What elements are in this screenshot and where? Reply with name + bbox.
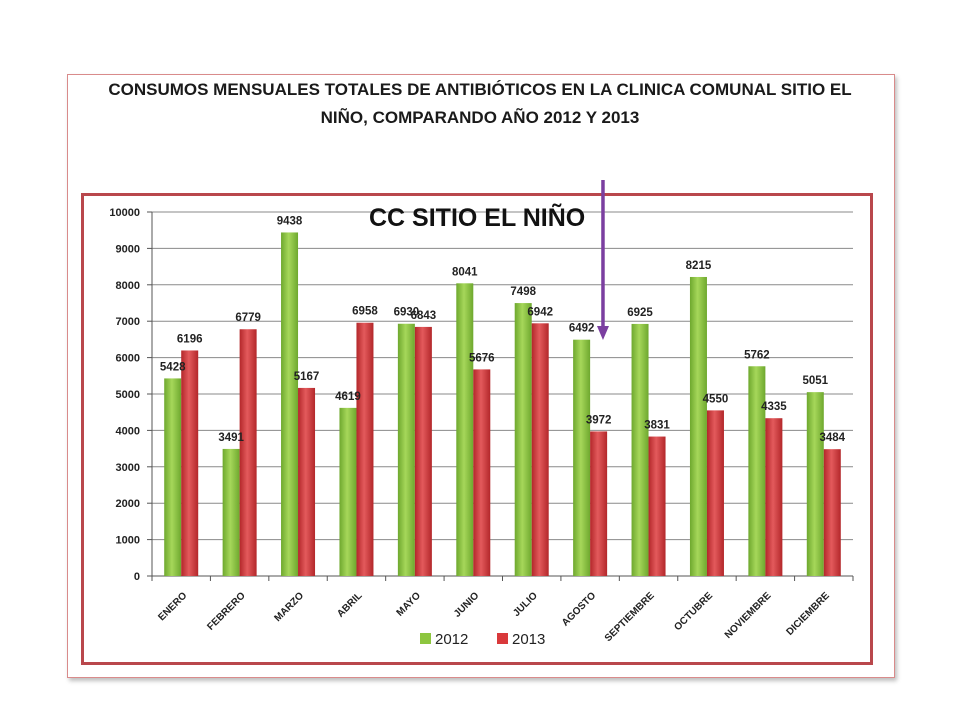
bar-2013-mayo: [414, 326, 432, 576]
data-label: 6779: [235, 312, 261, 324]
bar-2012-noviembre: [748, 366, 766, 576]
data-label: 5762: [744, 349, 770, 361]
bar-2012-diciembre: [806, 392, 824, 576]
bar-2012-abril: [339, 407, 357, 576]
data-label: 4619: [335, 391, 361, 403]
chart-title: CC SITIO EL NIÑO: [369, 202, 585, 232]
bar-2012-mayo: [397, 323, 415, 576]
data-label: 5051: [802, 375, 828, 387]
bar-2013-septiembre: [648, 436, 666, 576]
x-tick-label: MARZO: [272, 590, 306, 624]
data-label: 8041: [452, 266, 478, 278]
data-label: 5676: [469, 352, 495, 364]
bar-2013-abril: [356, 322, 374, 576]
x-tick-label: ABRIL: [335, 590, 364, 619]
data-label: 8215: [686, 260, 712, 272]
bar-2013-agosto: [590, 431, 608, 576]
bar-2013-junio: [473, 369, 491, 576]
legend-label-2013: 2013: [512, 631, 545, 648]
annotation-arrow-head: [596, 326, 609, 340]
slide-title: CONSUMOS MENSUALES TOTALES DE ANTIBIÓTIC…: [80, 76, 880, 132]
y-tick-label: 8000: [116, 280, 140, 292]
y-tick-label: 9000: [116, 243, 140, 255]
data-label: 7498: [510, 286, 536, 298]
data-label: 5428: [160, 361, 186, 373]
bar-2013-diciembre: [823, 449, 841, 576]
data-label: 3484: [819, 432, 845, 444]
y-tick-label: 2000: [116, 498, 140, 510]
x-tick-label: NOVIEMBRE: [723, 590, 774, 641]
data-label: 3491: [218, 432, 244, 444]
x-tick-label: JULIO: [511, 590, 540, 619]
bar-2012-septiembre: [631, 323, 649, 576]
x-tick-label: AGOSTO: [560, 590, 598, 628]
bar-2013-enero: [181, 350, 199, 576]
legend-swatch-2013: [497, 633, 508, 644]
x-tick-label: OCTUBRE: [672, 590, 715, 633]
x-tick-label: FEBRERO: [205, 590, 248, 633]
x-tick-label: JUNIO: [452, 590, 482, 620]
y-tick-label: 6000: [116, 353, 140, 365]
bar-2012-agosto: [573, 339, 591, 576]
y-tick-label: 3000: [116, 462, 140, 474]
bar-2013-febrero: [239, 329, 257, 576]
y-tick-label: 7000: [116, 316, 140, 328]
x-tick-label: DICIEMBRE: [784, 590, 832, 638]
x-tick-label: MAYO: [395, 590, 423, 618]
data-label: 3831: [644, 420, 670, 432]
x-tick-label: SEPTIEMBRE: [603, 590, 657, 644]
data-label: 6196: [177, 333, 203, 345]
bar-2012-enero: [164, 378, 182, 576]
legend-label-2012: 2012: [435, 631, 468, 648]
data-label: 3972: [586, 414, 612, 426]
bar-2012-junio: [456, 283, 474, 576]
y-tick-label: 1000: [116, 535, 140, 547]
bar-2012-julio: [514, 303, 532, 576]
x-tick-label: ENERO: [156, 590, 189, 623]
bar-2012-febrero: [222, 448, 240, 576]
bar-2013-octubre: [706, 410, 724, 576]
bar-2013-noviembre: [765, 418, 783, 576]
slide-title-line2: NIÑO, COMPARANDO AÑO 2012 Y 2013: [320, 108, 640, 127]
data-label: 6930: [394, 307, 420, 319]
y-tick-label: 4000: [116, 425, 140, 437]
y-tick-label: 0: [134, 571, 140, 583]
bar-2012-marzo: [281, 232, 299, 577]
data-label: 6492: [569, 323, 595, 335]
data-label: 4335: [761, 401, 787, 413]
data-label: 6942: [527, 306, 553, 318]
bar-2013-julio: [531, 323, 549, 576]
data-label: 5167: [294, 371, 320, 383]
legend-swatch-2012: [420, 633, 431, 644]
slide-title-line1: CONSUMOS MENSUALES TOTALES DE ANTIBIÓTIC…: [108, 80, 852, 99]
data-label: 6925: [627, 307, 653, 319]
bar-2013-marzo: [298, 387, 316, 576]
data-label: 6843: [411, 310, 437, 322]
data-label: 9438: [277, 215, 303, 227]
y-tick-label: 10000: [109, 207, 140, 219]
y-tick-label: 5000: [116, 389, 140, 401]
data-label: 6958: [352, 306, 378, 318]
data-label: 4550: [703, 393, 729, 405]
bar-2012-octubre: [689, 276, 707, 576]
